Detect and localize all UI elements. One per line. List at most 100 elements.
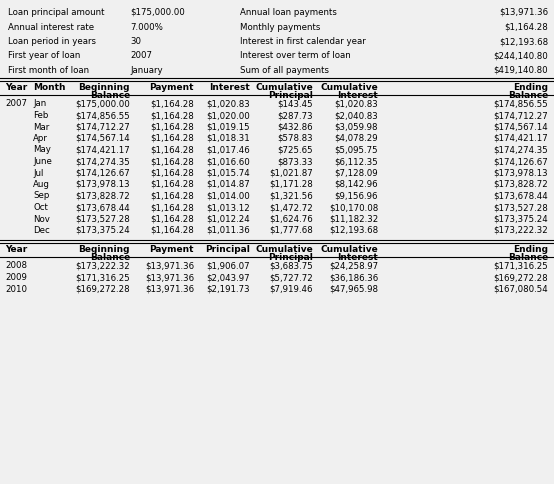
Text: Cumulative: Cumulative	[320, 82, 378, 91]
Text: $1,777.68: $1,777.68	[269, 226, 313, 235]
Text: $173,222.32: $173,222.32	[493, 226, 548, 235]
Text: Interest in first calendar year: Interest in first calendar year	[240, 37, 366, 46]
Text: $1,164.28: $1,164.28	[150, 100, 194, 108]
Text: Annual loan payments: Annual loan payments	[240, 8, 337, 17]
Text: 7.000%: 7.000%	[130, 22, 163, 31]
Text: Ending: Ending	[513, 244, 548, 254]
Text: $173,828.72: $173,828.72	[75, 192, 130, 200]
Text: $287.73: $287.73	[278, 111, 313, 120]
Text: $1,014.00: $1,014.00	[206, 192, 250, 200]
Text: $432.86: $432.86	[278, 122, 313, 132]
Text: $1,164.28: $1,164.28	[150, 214, 194, 224]
Text: $7,128.09: $7,128.09	[335, 168, 378, 178]
Text: $174,126.67: $174,126.67	[493, 157, 548, 166]
Text: $8,142.96: $8,142.96	[335, 180, 378, 189]
Text: $36,186.36: $36,186.36	[329, 273, 378, 282]
Text: Ending: Ending	[513, 82, 548, 91]
Text: $169,272.28: $169,272.28	[494, 273, 548, 282]
Text: Jan: Jan	[33, 100, 46, 108]
Text: $1,906.07: $1,906.07	[207, 261, 250, 271]
Text: Beginning: Beginning	[79, 244, 130, 254]
Text: 2007: 2007	[130, 51, 152, 60]
Text: Beginning: Beginning	[79, 82, 130, 91]
Text: 2009: 2009	[5, 273, 27, 282]
Text: Nov: Nov	[33, 214, 50, 224]
Text: $173,527.28: $173,527.28	[75, 214, 130, 224]
Text: Loan period in years: Loan period in years	[8, 37, 96, 46]
Text: $578.83: $578.83	[278, 134, 313, 143]
Text: Year: Year	[5, 82, 27, 91]
Text: Apr: Apr	[33, 134, 48, 143]
Text: $174,274.35: $174,274.35	[493, 146, 548, 154]
Text: Balance: Balance	[90, 254, 130, 262]
Text: Cumulative: Cumulative	[255, 82, 313, 91]
Text: $173,978.13: $173,978.13	[494, 168, 548, 178]
Text: $1,164.28: $1,164.28	[150, 226, 194, 235]
Text: Principal: Principal	[205, 244, 250, 254]
Text: $3,059.98: $3,059.98	[335, 122, 378, 132]
Text: $173,375.24: $173,375.24	[493, 214, 548, 224]
Text: $13,971.36: $13,971.36	[499, 8, 548, 17]
Text: 2008: 2008	[5, 261, 27, 271]
Text: June: June	[33, 157, 52, 166]
Text: $1,020.83: $1,020.83	[206, 100, 250, 108]
Text: $24,258.97: $24,258.97	[329, 261, 378, 271]
Text: $1,164.28: $1,164.28	[150, 180, 194, 189]
Text: $1,472.72: $1,472.72	[269, 203, 313, 212]
Text: $167,080.54: $167,080.54	[493, 285, 548, 293]
Text: First year of loan: First year of loan	[8, 51, 80, 60]
Text: $174,856.55: $174,856.55	[75, 111, 130, 120]
Text: $7,919.46: $7,919.46	[269, 285, 313, 293]
Text: Oct: Oct	[33, 203, 48, 212]
Text: $13,971.36: $13,971.36	[145, 273, 194, 282]
Text: $1,171.28: $1,171.28	[269, 180, 313, 189]
Text: $1,014.87: $1,014.87	[206, 180, 250, 189]
Text: Interest: Interest	[337, 91, 378, 101]
Text: $1,018.31: $1,018.31	[206, 134, 250, 143]
Text: Principal: Principal	[268, 91, 313, 101]
Text: Annual interest rate: Annual interest rate	[8, 22, 94, 31]
Text: $1,015.74: $1,015.74	[206, 168, 250, 178]
Text: $1,017.46: $1,017.46	[206, 146, 250, 154]
Text: $171,316.25: $171,316.25	[493, 261, 548, 271]
Text: 2007: 2007	[5, 100, 27, 108]
Text: $873.33: $873.33	[278, 157, 313, 166]
Text: $3,683.75: $3,683.75	[269, 261, 313, 271]
Text: $5,095.75: $5,095.75	[335, 146, 378, 154]
Text: Payment: Payment	[150, 82, 194, 91]
Text: $1,321.56: $1,321.56	[269, 192, 313, 200]
Text: $1,624.76: $1,624.76	[269, 214, 313, 224]
Text: $419,140.80: $419,140.80	[494, 66, 548, 75]
Text: Interest: Interest	[337, 254, 378, 262]
Text: $173,222.32: $173,222.32	[75, 261, 130, 271]
Text: $1,164.28: $1,164.28	[150, 134, 194, 143]
Text: $1,020.00: $1,020.00	[206, 111, 250, 120]
Text: $47,965.98: $47,965.98	[329, 285, 378, 293]
Text: $173,828.72: $173,828.72	[493, 180, 548, 189]
Text: $143.45: $143.45	[278, 100, 313, 108]
Text: Mar: Mar	[33, 122, 49, 132]
Text: Principal: Principal	[268, 254, 313, 262]
Text: $4,078.29: $4,078.29	[335, 134, 378, 143]
Text: $1,019.15: $1,019.15	[207, 122, 250, 132]
Text: $12,193.68: $12,193.68	[329, 226, 378, 235]
Text: $175,000.00: $175,000.00	[75, 100, 130, 108]
Text: Loan principal amount: Loan principal amount	[8, 8, 105, 17]
Text: $174,567.14: $174,567.14	[75, 134, 130, 143]
Text: $6,112.35: $6,112.35	[334, 157, 378, 166]
Text: $1,164.28: $1,164.28	[504, 22, 548, 31]
Text: $1,020.83: $1,020.83	[334, 100, 378, 108]
Text: $1,021.87: $1,021.87	[269, 168, 313, 178]
Text: $10,170.08: $10,170.08	[329, 203, 378, 212]
Text: Sep: Sep	[33, 192, 49, 200]
Text: $174,126.67: $174,126.67	[75, 168, 130, 178]
Text: $1,012.24: $1,012.24	[206, 214, 250, 224]
Text: January: January	[130, 66, 163, 75]
Text: $2,040.83: $2,040.83	[334, 111, 378, 120]
Text: $173,678.44: $173,678.44	[75, 203, 130, 212]
Text: $725.65: $725.65	[278, 146, 313, 154]
Text: $173,978.13: $173,978.13	[75, 180, 130, 189]
Text: Aug: Aug	[33, 180, 50, 189]
Text: 2010: 2010	[5, 285, 27, 293]
Text: Monthly payments: Monthly payments	[240, 22, 320, 31]
